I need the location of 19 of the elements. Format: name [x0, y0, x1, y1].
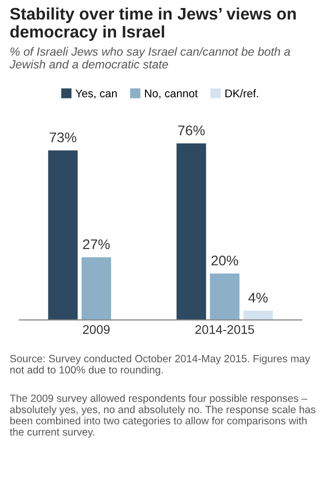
chart-subtitle: % of Israeli Jews who say Israel can/cannot be both a Jewish and a democratic state: [10, 47, 290, 69]
data-label: 73%: [50, 132, 76, 142]
x-tick-label: 2014-2015: [195, 325, 254, 334]
x-tick-label: 2009: [83, 325, 110, 334]
bar: [210, 273, 240, 320]
data-label: 4%: [248, 292, 268, 303]
legend-label: DK/ref.: [225, 89, 258, 98]
text: The 2009 survey allowed respondents four possible responses – absolutely yes, yes, no and absolutely no. The response scale has been combined into two categories to allow for comparisons with the current survey.: [10, 394, 316, 438]
legend-label: No, cannot: [145, 90, 198, 99]
legend-label: Yes, can: [75, 90, 117, 99]
source-note: Source: Survey conducted October 2014-May 2015. Figures may not add to 100% due to rounding.: [10, 354, 310, 376]
bar: [243, 310, 273, 320]
bar: [176, 143, 206, 320]
data-label: 27%: [83, 239, 110, 250]
data-label: 20%: [212, 256, 238, 266]
data-label: 76%: [178, 126, 205, 136]
chart-title: Stability over time in Jews’ views on democracy in Israel: [10, 7, 296, 41]
bar: [82, 257, 112, 320]
bar: [48, 150, 78, 320]
